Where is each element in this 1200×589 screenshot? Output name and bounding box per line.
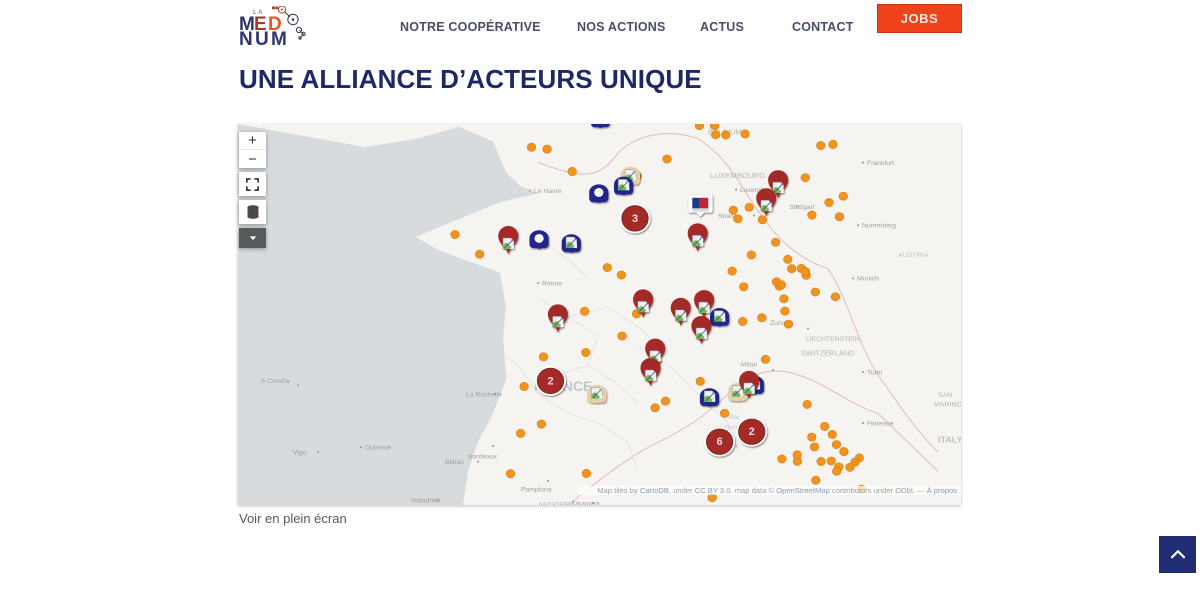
svg-text:N: N <box>239 29 253 46</box>
svg-text:LUXEMBOURG: LUXEMBOURG <box>710 171 765 180</box>
svg-text:MARINO: MARINO <box>934 402 961 409</box>
svg-text:Bilbao: Bilbao <box>445 459 464 466</box>
svg-text:Pamplona: Pamplona <box>521 487 552 494</box>
svg-text:Le Havre: Le Havre <box>534 188 562 195</box>
svg-text:Valladolid: Valladolid <box>411 498 440 505</box>
svg-text:Renne: Renne <box>542 281 562 288</box>
svg-text:La Rochelle: La Rochelle <box>466 392 502 399</box>
svg-text:2: 2 <box>749 426 755 438</box>
svg-text:Bordeaux: Bordeaux <box>468 454 498 461</box>
svg-text:Munich: Munich <box>857 276 879 283</box>
svg-text:2: 2 <box>547 375 553 387</box>
svg-text:Zaragoza: Zaragoza <box>571 501 600 505</box>
svg-text:Florence: Florence <box>867 421 894 428</box>
svg-text:M: M <box>271 29 287 46</box>
svg-text:ITALY: ITALY <box>938 434 961 444</box>
svg-text:Milan: Milan <box>741 362 758 369</box>
svg-text:Turin: Turin <box>867 369 883 376</box>
svg-text:LIECHTENSTEIN: LIECHTENSTEIN <box>806 336 860 343</box>
svg-text:SAN: SAN <box>938 392 952 399</box>
svg-text:A Coruña: A Coruña <box>261 378 290 385</box>
svg-text:Nuremberg: Nuremberg <box>862 223 896 230</box>
svg-text:3: 3 <box>632 213 638 225</box>
svg-text:Mar: Mar <box>728 414 741 421</box>
svg-text:AUSTRIA: AUSTRIA <box>898 252 929 259</box>
svg-text:ANDORRA: ANDORRA <box>538 500 576 505</box>
svg-text:Vigo: Vigo <box>293 449 307 456</box>
svg-text:Frankfurt: Frankfurt <box>867 160 894 167</box>
svg-text:U: U <box>255 29 269 46</box>
svg-text:6: 6 <box>717 436 723 448</box>
svg-text:SWITZERLAND: SWITZERLAND <box>801 349 855 358</box>
svg-text:Ourense: Ourense <box>365 445 391 452</box>
svg-text:Stuttgart: Stuttgart <box>789 204 815 211</box>
